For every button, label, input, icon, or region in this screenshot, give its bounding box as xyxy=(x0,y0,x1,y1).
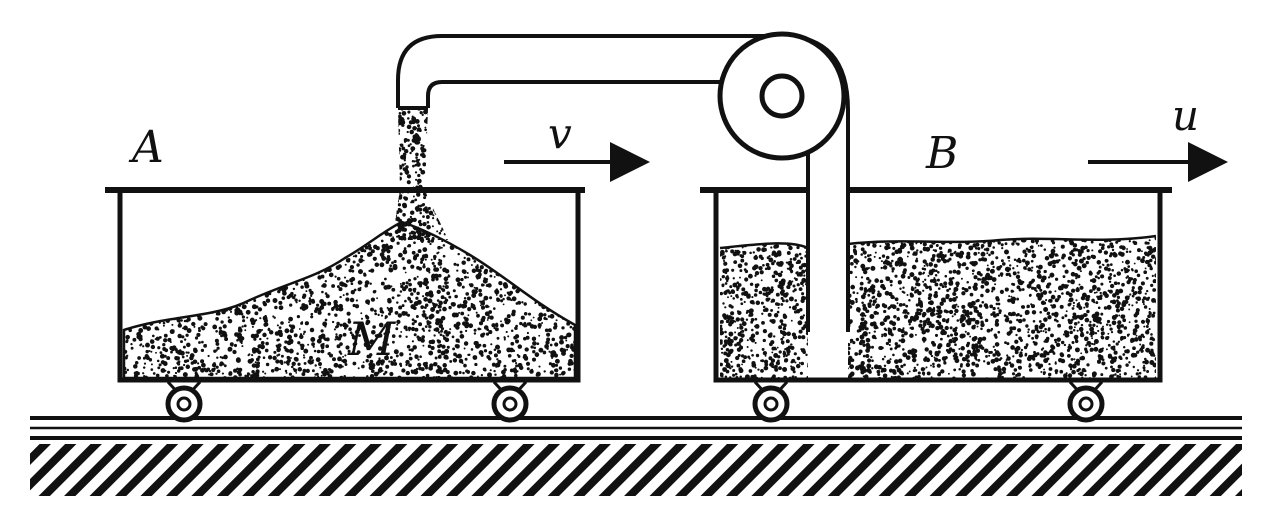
sand-fill-b xyxy=(719,234,1157,378)
pump xyxy=(717,31,847,161)
ground-hatching xyxy=(30,444,1242,496)
transfer-pipe xyxy=(396,34,850,332)
label-cart-b: B xyxy=(925,128,958,179)
label-cart-a: A xyxy=(128,122,164,173)
label-velocity-v: v xyxy=(548,109,572,158)
cart-a xyxy=(105,187,585,383)
label-velocity-u: u xyxy=(1172,91,1199,140)
cart-b xyxy=(700,187,1172,383)
wheel-b-right xyxy=(1067,380,1105,423)
wheel-a-right xyxy=(491,380,529,423)
label-mass: M xyxy=(347,312,397,366)
wheel-a-left xyxy=(165,380,203,423)
sand-stream xyxy=(392,108,448,240)
wheel-b-left xyxy=(752,380,790,423)
pump-hub xyxy=(759,73,805,119)
rails xyxy=(30,416,1242,440)
wheels xyxy=(165,380,1105,423)
